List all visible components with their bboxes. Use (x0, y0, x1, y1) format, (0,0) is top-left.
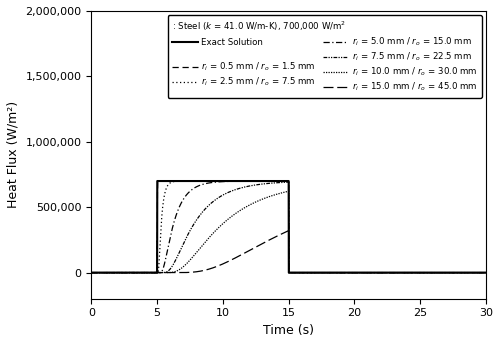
Y-axis label: Heat Flux (W/m²): Heat Flux (W/m²) (7, 101, 20, 208)
X-axis label: Time (s): Time (s) (263, 324, 314, 337)
Legend: Exact Solution, , $r_i$ = 0.5 mm / $r_o$ = 1.5 mm, $r_i$ = 2.5 mm / $r_o$ = 7.5 : Exact Solution, , $r_i$ = 0.5 mm / $r_o$… (168, 15, 482, 98)
